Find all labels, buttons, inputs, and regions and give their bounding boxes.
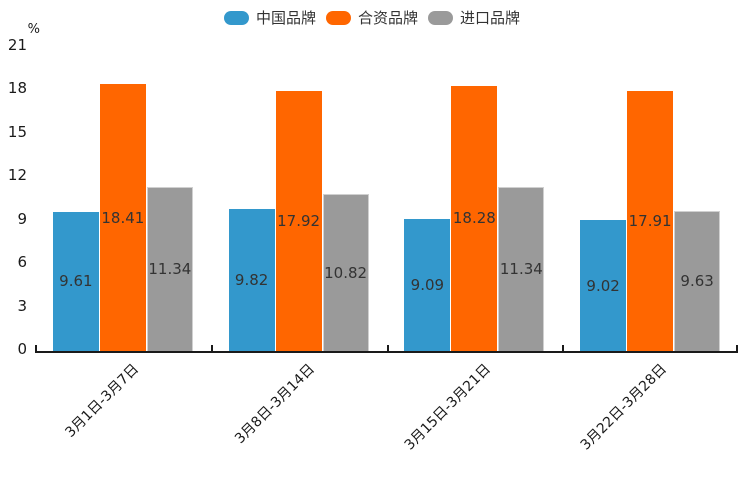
legend-item[interactable]: 中国品牌: [223, 9, 316, 27]
legend-swatch: [325, 11, 351, 25]
bar: [52, 211, 99, 351]
x-axis-line: [35, 351, 738, 353]
bar-value-label: 9.02: [586, 276, 620, 295]
bar: [627, 91, 674, 351]
y-axis-tick-label: 21: [7, 35, 27, 54]
bar: [451, 85, 498, 351]
bar-value-label: 17.92: [277, 212, 321, 231]
legend-item-label: 中国品牌: [255, 9, 316, 27]
x-axis-tick: [210, 345, 213, 351]
bar: [228, 208, 275, 351]
y-axis-tick-label: 0: [17, 340, 27, 358]
bar-value-label: 18.41: [101, 208, 145, 227]
bar: [404, 219, 451, 351]
bar-value-label: 10.82: [324, 263, 368, 282]
bar-value-label: 11.34: [499, 259, 543, 278]
bar: [498, 186, 545, 351]
legend-item[interactable]: 合资品牌: [325, 9, 418, 27]
bar: [99, 84, 146, 351]
bar-value-label: 9.82: [234, 270, 269, 289]
x-axis-tick: [35, 345, 37, 351]
bar-value-label: 18.28: [452, 209, 496, 228]
y-axis-tick-label: 6: [17, 253, 27, 271]
bar: [674, 211, 721, 351]
bar: [580, 220, 627, 351]
legend-swatch: [428, 11, 453, 25]
x-axis-category-label: 3月15日-3月21日: [401, 361, 494, 454]
legend-swatch: [223, 11, 249, 25]
bar-value-label: 9.09: [410, 276, 445, 295]
bar-value-label: 9.61: [59, 272, 93, 291]
x-axis-tick: [386, 345, 389, 351]
y-axis-tick-label: 15: [7, 122, 27, 141]
chart-legend: 中国品牌 合资品牌 进口品牌: [0, 10, 744, 26]
y-axis-tick-label: 18: [7, 79, 27, 97]
y-axis-unit-label: %: [27, 22, 40, 37]
legend-item-label: 进口品牌: [460, 9, 521, 27]
bar-value-label: 17.91: [628, 212, 672, 231]
bar-value-label: 11.34: [148, 259, 192, 278]
bar-value-label: 9.63: [680, 272, 714, 291]
legend-item-label: 合资品牌: [357, 9, 418, 27]
x-axis-category-label: 3月1日-3月7日: [62, 361, 143, 441]
bar: [146, 186, 193, 351]
y-axis-tick-label: 9: [17, 209, 27, 228]
x-axis-tick: [562, 345, 565, 351]
bar: [322, 194, 369, 351]
bar: [275, 91, 322, 351]
x-axis-category-label: 3月8日-3月14日: [232, 361, 319, 448]
y-axis-tick-label: 12: [7, 166, 27, 184]
y-axis-tick-label: 3: [17, 296, 27, 315]
x-axis-category-label: 3月22日-3月28日: [577, 361, 670, 454]
x-axis-tick: [736, 345, 738, 351]
legend-item[interactable]: 进口品牌: [428, 10, 520, 26]
